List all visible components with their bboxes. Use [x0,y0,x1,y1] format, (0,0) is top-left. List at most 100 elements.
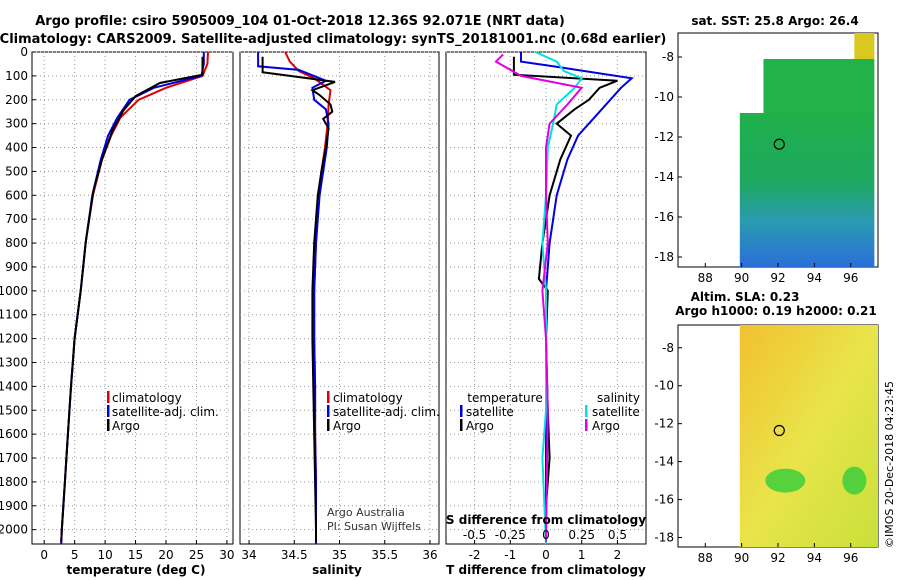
map-xtick-label: 96 [843,551,858,565]
legend-swatch-argo [107,419,110,431]
temperature-panel: 0100200300400500600700800900100011001200… [0,45,235,577]
depth-ytick-label: 500 [5,164,28,178]
legend-swatch-sal-satellite [585,405,588,417]
salinity-xtick-label: 35.5 [371,548,398,562]
salinity-legend: climatology satellite-adj. clim. Argo [327,391,440,433]
depth-ytick-label: 1500 [0,403,28,417]
salinity-annotation-org: Argo Australia [327,506,405,519]
map-ytick-label: -18 [654,531,674,545]
difference-panel: -2 -1 0 1 2 temperature salinity satellite A… [445,51,647,577]
map-xtick-label: 94 [807,271,822,285]
legend-swatch-temp-satellite [460,405,463,417]
difference-top-tick-label: 0.25 [568,528,595,542]
difference-xtick-label: 2 [614,548,622,562]
map-ytick-label: -8 [662,341,674,355]
temperature-series-argo [60,56,204,542]
sst-argo-marker [773,138,785,150]
map-xtick-label: 88 [698,271,713,285]
legend-label-argo: Argo [333,419,361,433]
difference-legend: temperature salinity satellite Argo sate… [460,391,640,433]
depth-ytick-label: 600 [5,188,28,202]
depth-ytick-label: 1000 [0,284,28,298]
sla-argo-marker [773,424,785,437]
depth-ytick-label: 0 [20,45,28,59]
salinity-xtick-label: 34.5 [281,548,308,562]
depth-ytick-label: 200 [5,93,28,107]
map-ytick-label: -12 [654,130,674,144]
salinity-xlabel: salinity [312,563,362,577]
difference-top-tick-label: 0.5 [608,528,627,542]
difference-series-temperature-satellite [520,52,634,544]
imos-credit: ©IMOS 20-Dec-2018 04:23:45 [883,381,896,548]
difference-xtick-label: 1 [578,548,586,562]
legend-label-temp-argo: Argo [466,419,494,433]
map-xtick-label: 92 [770,271,785,285]
difference-xtick-label: -1 [504,548,516,562]
legend-label-satellite: satellite-adj. clim. [112,405,219,419]
map-xtick-label: 88 [698,551,713,565]
difference-top-tick-label: -0.5 [463,528,486,542]
legend-label-satellite: satellite-adj. clim. [333,405,440,419]
depth-ytick-label: 1300 [0,355,28,369]
depth-ytick-label: 1200 [0,332,28,346]
temperature-xtick-label: 5 [71,548,79,562]
map-ytick-label: -16 [654,210,674,224]
legend-label-sal-satellite: satellite [592,405,640,419]
depth-ytick-label: 2000 [0,523,28,537]
difference-top-axis-label: S difference from climatology [446,513,646,527]
map-xtick-label: 90 [734,271,749,285]
depth-ytick-label: 800 [5,236,28,250]
temperature-xtick-label: 15 [128,548,143,562]
map-xtick-label: 90 [734,551,749,565]
depth-ytick-label: 700 [5,212,28,226]
depth-ytick-label: 1800 [0,475,28,489]
temperature-xtick-label: 0 [40,548,48,562]
sst-map-panel: sat. SST: 25.8 Argo: 26.4 88 90 92 94 96 -8 -1… [654,14,879,285]
legend-swatch-climatology [107,391,110,403]
salinity-annotation-pi: PI: Susan Wijffels [327,520,421,533]
figure-title-line2: Climatology: CARS2009. Satellite-adjuste… [0,32,666,47]
sla-map-subtitle: Argo h1000: 0.19 h2000: 0.21 [675,304,876,318]
temperature-xtick-label: 30 [219,548,234,562]
legend-swatch-sal-argo [585,419,588,431]
map-ytick-label: -12 [654,417,674,431]
legend-swatch-climatology [327,391,330,403]
map-xtick-label: 94 [807,551,822,565]
depth-ytick-label: 300 [5,117,28,131]
map-ytick-label: -8 [662,50,674,64]
difference-top-tick-label: 0 [542,528,550,542]
temperature-xlabel: temperature (deg C) [67,563,206,577]
difference-series-salinity-argo [494,53,584,542]
sla-map-title: Altim. SLA: 0.23 [691,290,800,304]
legend-label-temp-satellite: satellite [466,405,514,419]
legend-label-sal-argo: Argo [592,419,620,433]
legend-label-climatology: climatology [333,391,403,405]
difference-series-salinity-satellite [534,51,584,545]
depth-ytick-label: 100 [5,69,28,83]
legend-swatch-satellite [327,405,330,417]
sla-field [739,325,878,547]
map-ytick-label: -18 [654,250,674,264]
legend-label-argo: Argo [112,419,140,433]
temperature-xtick-label: 10 [97,548,112,562]
depth-ytick-label: 1100 [0,308,28,322]
depth-ytick-label: 400 [5,141,28,155]
temperature-plot-frame [31,51,234,545]
salinity-series-argo [261,56,336,542]
map-ytick-label: -16 [654,493,674,507]
map-ytick-label: -14 [654,455,674,469]
map-ytick-label: -10 [654,90,674,104]
salinity-plot-frame [239,51,440,545]
salinity-xtick-label: 35 [332,548,347,562]
sst-field-upper [763,59,875,113]
sla-map-panel: Altim. SLA: 0.23 Argo h1000: 0.19 h2000:… [654,290,879,565]
sla-low-patch [842,466,867,495]
temperature-legend: climatology satellite-adj. clim. Argo [107,391,219,433]
sst-map-title: sat. SST: 25.8 Argo: 26.4 [691,14,858,28]
legend-swatch-argo [327,419,330,431]
sst-field [739,113,875,267]
depth-ytick-label: 1600 [0,427,28,441]
salinity-xtick-label: 34 [241,548,256,562]
depth-ytick-label: 1700 [0,451,28,465]
